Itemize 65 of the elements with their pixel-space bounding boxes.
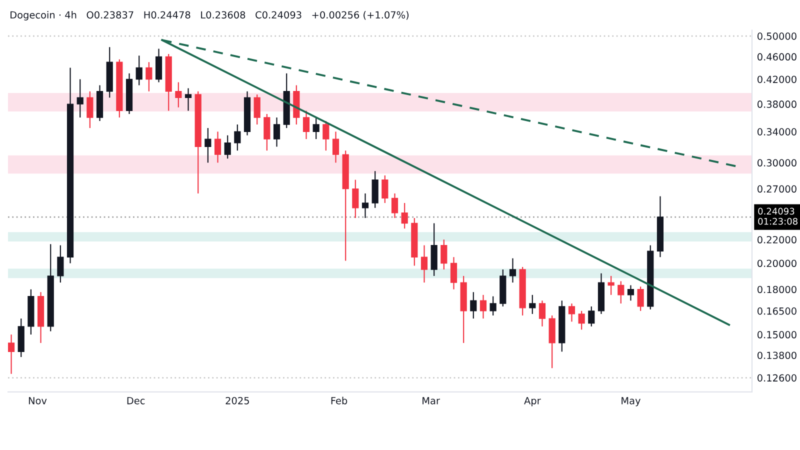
candlestick — [420, 244, 428, 284]
candlestick — [76, 78, 84, 118]
y-tick-label: 0.16500 — [758, 307, 796, 315]
candlestick — [440, 239, 448, 270]
candlestick — [264, 114, 270, 152]
candlestick — [155, 48, 162, 83]
x-tick-label: May — [622, 397, 640, 406]
candlestick — [184, 88, 192, 112]
candlestick — [273, 116, 280, 148]
y-tick-label: 0.18000 — [758, 286, 796, 294]
candlestick — [86, 90, 94, 129]
candlestick — [332, 131, 340, 164]
candlestick — [175, 82, 182, 108]
y-tick-label: 0.22000 — [758, 236, 796, 244]
candlestick — [204, 127, 212, 164]
candlestick — [450, 256, 458, 290]
candlestick — [480, 294, 487, 320]
candlestick — [627, 284, 634, 302]
candlestick — [136, 55, 142, 86]
x-tick-label: Mar — [422, 397, 440, 404]
candlestick — [470, 292, 477, 320]
candlestick — [8, 334, 15, 374]
candlestick — [382, 174, 388, 204]
candlestick — [538, 300, 546, 327]
x-tick-label: Nov — [28, 397, 47, 404]
candlestick — [391, 192, 398, 219]
y-tick-label: 0.20000 — [758, 260, 796, 268]
candlestick — [509, 258, 516, 284]
y-tick-label: 0.27000 — [758, 185, 796, 193]
candlestick — [568, 302, 576, 322]
y-tick-label: 0.50000 — [758, 32, 796, 40]
x-tick-label: Feb — [331, 396, 348, 404]
candlestick — [578, 310, 585, 330]
y-tick-label: 0.12600 — [758, 374, 796, 382]
candlestick — [529, 294, 536, 314]
y-tick-label: 0.30000 — [758, 159, 796, 167]
candlestick — [224, 134, 231, 160]
candlestick — [362, 192, 369, 219]
x-tick-label: Apr — [524, 397, 541, 406]
candlestick — [618, 280, 624, 304]
y-tick-label: 0.34000 — [758, 128, 796, 136]
ref-line-label: 0.24093 01:23:08 — [758, 208, 798, 225]
candlestick — [312, 116, 320, 140]
candlestick — [372, 170, 378, 208]
candlestick — [302, 110, 310, 140]
y-tick-label: 0.42000 — [758, 76, 796, 84]
candlestick — [57, 244, 64, 284]
candlestick — [146, 62, 152, 92]
x-tick-label: 2025 — [226, 396, 249, 404]
chart-title: Dogecoin · 4h O0.23837 H0.24478 L0.23608 C0.24093 +0.00256 (+1.07%) — [10, 11, 409, 20]
candlestick — [214, 131, 222, 164]
candlestick — [352, 179, 359, 219]
candlestick — [401, 202, 408, 230]
y-tick-label: 0.38000 — [758, 100, 796, 108]
y-tick-label: 0.15000 — [758, 331, 796, 338]
y-tick-label: 0.46000 — [758, 53, 796, 61]
candlestick — [322, 120, 330, 152]
y-tick-label: 0.13800 — [758, 352, 796, 360]
candlestick — [254, 94, 260, 126]
candlestick — [608, 275, 614, 296]
candlestick — [588, 306, 595, 327]
candlestick — [234, 124, 241, 152]
candlestick — [490, 296, 496, 316]
candlestick — [637, 286, 644, 312]
x-tick-label: Dec — [127, 397, 145, 404]
